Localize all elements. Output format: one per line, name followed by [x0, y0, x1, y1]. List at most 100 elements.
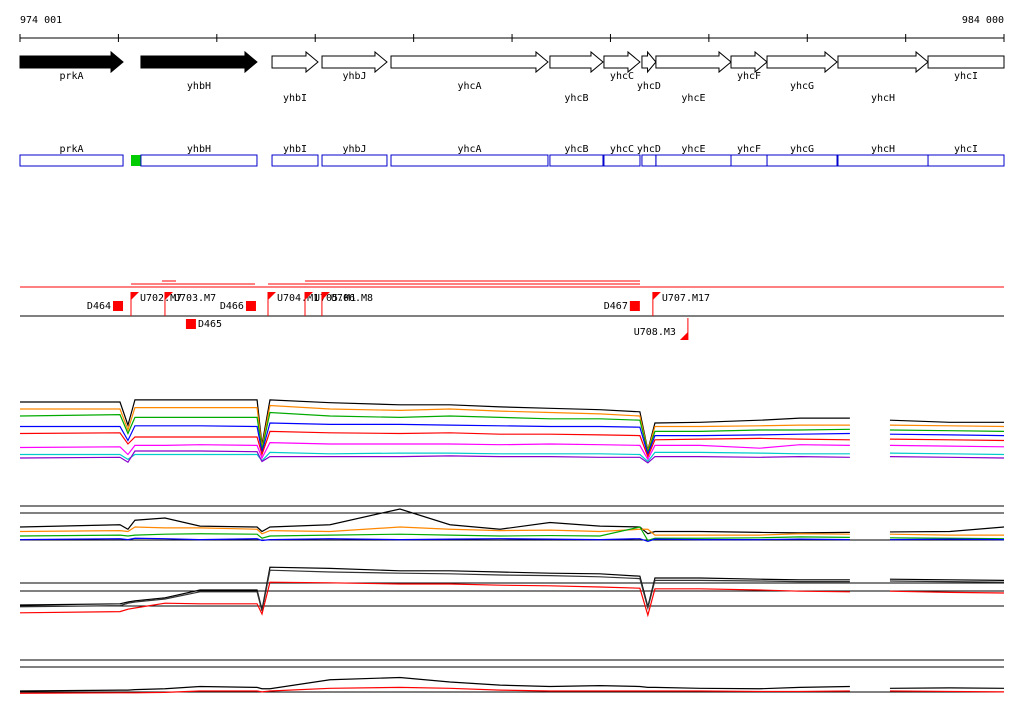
trace — [19, 526, 850, 536]
feature-flag — [267, 292, 276, 300]
trace — [19, 569, 850, 612]
trace — [20, 399, 850, 451]
gene-arrow — [140, 50, 258, 74]
trace — [889, 433, 1005, 437]
trace — [889, 690, 1005, 693]
feature-box — [245, 301, 256, 311]
trace — [889, 438, 1005, 442]
operon-label: yhbI — [283, 144, 307, 155]
gene-label: yhcF — [737, 71, 761, 82]
feature-label: D466 — [220, 301, 244, 312]
operon-label: yhcI — [954, 144, 978, 155]
gene-arrow — [730, 50, 768, 74]
trace — [889, 590, 1005, 594]
trace — [19, 537, 850, 543]
gene-label: yhcD — [637, 81, 661, 92]
feature-label: D465 — [198, 319, 222, 330]
trace — [889, 580, 1005, 583]
trace — [889, 424, 1005, 428]
trace — [19, 450, 850, 464]
operon-label: prkA — [59, 144, 83, 155]
feature-flag — [131, 292, 140, 300]
operon-box — [837, 154, 929, 167]
trace — [19, 566, 850, 610]
feature-label: U706.M8 — [331, 293, 373, 304]
gene-label: yhbH — [187, 81, 211, 92]
gene-label: yhbI — [283, 93, 307, 104]
feature-label: U703.M7 — [174, 293, 216, 304]
trace — [889, 429, 1005, 432]
gene-label: yhcH — [871, 93, 895, 104]
operon-label: yhcG — [790, 144, 814, 155]
gene-arrow — [603, 50, 641, 74]
trace — [19, 686, 850, 694]
operon-box — [321, 154, 388, 167]
feature-label: U707.M17 — [662, 293, 710, 304]
gene-label: yhcI — [954, 71, 978, 82]
feature-spans — [131, 280, 640, 285]
operon-box — [19, 154, 124, 167]
feature-flag — [321, 292, 330, 300]
operon-label: yhcC — [610, 144, 634, 155]
gene-arrow — [271, 50, 319, 74]
trace — [20, 422, 850, 457]
gene-arrow — [321, 50, 388, 74]
gene-arrow — [390, 50, 549, 74]
feature-label: U702.M7 — [140, 293, 182, 304]
feature-box — [113, 301, 124, 311]
gene-label: yhcG — [790, 81, 814, 92]
trace — [19, 581, 850, 618]
trace — [889, 526, 1005, 533]
operon-box — [603, 154, 641, 167]
feature-flag — [304, 292, 313, 300]
feature-label: D464 — [87, 301, 111, 312]
operon-label: yhcF — [737, 144, 761, 155]
trace — [889, 419, 1004, 423]
trace — [889, 444, 1005, 448]
feature-flag — [164, 292, 173, 300]
gene-label: yhcA — [457, 81, 481, 92]
operon-label: yhcH — [871, 144, 895, 155]
operon-box — [927, 154, 1005, 167]
operon-box — [655, 154, 732, 167]
operon-box — [766, 154, 838, 167]
operon-label: yhcA — [457, 144, 481, 155]
operon-label: yhcE — [681, 144, 705, 155]
operon-box — [549, 154, 604, 167]
trace — [889, 578, 1005, 581]
gene-arrow — [655, 50, 732, 74]
feature-flag — [652, 292, 661, 300]
feature-box — [629, 301, 640, 311]
operon-label: yhbJ — [342, 144, 366, 155]
ruler-label: 974 001 — [20, 15, 62, 26]
trace — [889, 452, 1005, 456]
operon-box — [730, 154, 768, 167]
gene-arrow — [766, 50, 838, 74]
gene-arrow — [837, 50, 929, 74]
operon-box — [140, 154, 258, 167]
trace — [19, 411, 850, 455]
operon-label: yhcB — [564, 144, 588, 155]
feature-box — [185, 319, 196, 329]
trace — [889, 537, 1005, 540]
operon-box — [390, 154, 549, 167]
trace — [889, 533, 1004, 536]
operon-label: yhbH — [187, 144, 211, 155]
feature-label: D467 — [604, 301, 628, 312]
trace — [19, 441, 850, 461]
trace — [19, 676, 850, 692]
trace — [19, 430, 850, 459]
gene-arrow — [641, 50, 657, 74]
trace — [19, 508, 850, 535]
gene-arrow — [549, 50, 604, 74]
feature-flag — [679, 332, 688, 340]
gene-arrow — [927, 55, 1005, 69]
gene-label: yhcE — [681, 93, 705, 104]
feature-label: U708.M3 — [634, 327, 676, 338]
operon-label: yhcD — [637, 144, 661, 155]
operon-box — [641, 154, 657, 167]
operon-box — [271, 154, 319, 167]
feature-label: U705.M1 — [314, 293, 356, 304]
gene-label: yhbJ — [342, 71, 366, 82]
